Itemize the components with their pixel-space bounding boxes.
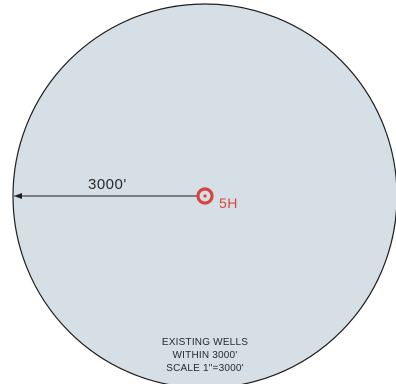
legend-radius: WITHIN 3000' (172, 350, 238, 361)
legend-scale: SCALE 1"=3000' (166, 363, 244, 374)
search-radius-circle (12, 3, 396, 384)
radius-distance-label: 3000' (88, 176, 127, 193)
well-marker-outer[interactable] (196, 187, 214, 205)
well-label[interactable]: 5H (219, 195, 238, 211)
map-legend: EXISTING WELLS WITHIN 3000' SCALE 1"=300… (130, 336, 280, 375)
radius-arrowhead (14, 193, 22, 199)
well-marker-center (203, 194, 207, 198)
legend-title: EXISTING WELLS (161, 337, 249, 348)
